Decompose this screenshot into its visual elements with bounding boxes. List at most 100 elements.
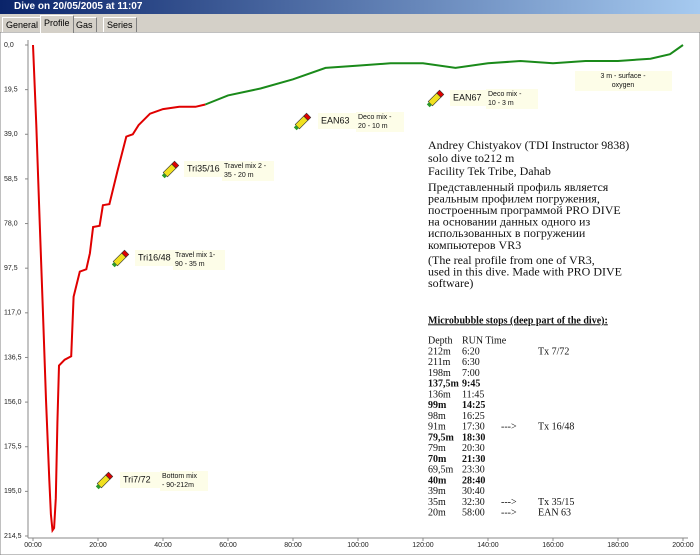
y-tick-label: 156,0 — [4, 399, 22, 406]
annotation-note: 10 - 3 m — [488, 100, 514, 107]
stop-time: 21:30 — [462, 454, 485, 465]
english-line: used in this dive. Made with PRO DIVE — [428, 264, 622, 278]
annotation-note: Deco mix - — [488, 91, 522, 98]
author-line: Andrey Chistyakov (TDI Instructor 9838) — [428, 138, 629, 152]
stop-gas: Tx 16/48 — [538, 422, 574, 433]
stops-header: Depth — [428, 335, 452, 346]
depth-line — [204, 44, 684, 106]
y-tick-label: 97,5 — [4, 265, 18, 272]
icon-part — [303, 112, 312, 121]
stop-time: 6:20 — [462, 346, 480, 357]
x-tick-label: 100:00 — [347, 542, 369, 549]
y-tick-label: 117,0 — [4, 310, 21, 317]
tab[interactable]: Series — [103, 17, 137, 32]
note-box — [356, 112, 404, 132]
stops-title: Microbubble stops (deep part of the dive… — [428, 315, 608, 326]
stop-time: 7:00 — [462, 368, 480, 379]
tab[interactable]: Gas — [72, 17, 97, 32]
stop-time: 9:45 — [462, 379, 480, 390]
stop-depth: 212m — [428, 346, 451, 357]
stop-time: 28:40 — [462, 475, 485, 486]
annotation-note: 3 m - surface - — [600, 73, 646, 80]
y-tick-label: 19,5 — [4, 86, 18, 93]
x-tick-label: 20:00 — [89, 542, 107, 549]
x-tick-label: 160:00 — [542, 542, 564, 549]
stop-depth: 70m — [428, 454, 447, 465]
x-tick-label: 00:00 — [24, 542, 42, 549]
stop-depth: 99m — [428, 400, 447, 411]
annotation-note: Deco mix - — [358, 114, 392, 121]
stop-depth: 39m — [428, 486, 446, 497]
x-tick-label: 200:00 — [672, 542, 694, 549]
gas-label: Tri7/72 — [123, 474, 151, 484]
stop-time: 18:30 — [462, 432, 485, 443]
y-tick-label: 58,5 — [4, 176, 18, 183]
y-tick-label: 175,5 — [4, 444, 22, 451]
annotation-note: Travel mix 2 - — [224, 163, 267, 170]
annotation-note: 90 - 35 m — [175, 261, 205, 268]
x-tick-label: 40:00 — [154, 542, 172, 549]
author-line: Facility Tek Tribe, Dahab — [428, 164, 551, 178]
tab[interactable]: Profile — [40, 15, 74, 33]
stop-time: 14:25 — [462, 400, 485, 411]
stop-depth: 211m — [428, 357, 451, 368]
gas-label-box — [450, 90, 486, 106]
x-tick-label: 140:00 — [477, 542, 499, 549]
icon-part — [161, 173, 167, 179]
stop-gas: Tx 7/72 — [538, 346, 569, 357]
stop-depth: 79,5m — [428, 432, 455, 443]
stop-time: 6:30 — [462, 357, 480, 368]
annotation-note: 20 - 10 m — [358, 123, 388, 130]
icon-part — [436, 89, 445, 98]
stop-time: 23:30 — [462, 465, 485, 476]
x-tick-label: 180:00 — [607, 542, 629, 549]
stop-depth: 20m — [428, 508, 446, 519]
depth-line — [32, 44, 206, 534]
note-box — [486, 89, 538, 109]
tab-strip: General Profile Gas Series — [0, 14, 700, 33]
annotation-note: 35 - 20 m — [224, 172, 254, 179]
stop-time: 17:30 — [462, 422, 485, 433]
stop-gas: Tx 35/15 — [538, 497, 574, 508]
english-line: (The real profile from one of VR3, — [428, 253, 595, 267]
russian-line: реальным профилем погружения, — [428, 191, 600, 205]
gas-label-box — [120, 472, 160, 488]
y-tick-label: 0,0 — [4, 42, 14, 49]
russian-line: использованных в погружении — [428, 226, 586, 240]
annotation-note: oxygen — [612, 82, 635, 89]
gas-icon — [161, 160, 180, 179]
gas-label: EAN63 — [321, 115, 350, 125]
author-line: solo dive to212 m — [428, 151, 515, 165]
stop-depth: 136m — [428, 389, 451, 400]
stop-depth: 137,5m — [428, 379, 460, 390]
note-box — [160, 471, 208, 491]
stop-arrow: ---> — [501, 497, 517, 508]
icon-part — [105, 471, 114, 480]
gas-label: Tri35/16 — [187, 163, 220, 173]
note-box — [222, 161, 274, 181]
x-tick-label: 60:00 — [219, 542, 237, 549]
stop-time: 58:00 — [462, 508, 485, 519]
stop-depth: 98m — [428, 411, 446, 422]
gas-label: Tri16/48 — [138, 252, 171, 262]
icon-part — [121, 249, 130, 258]
russian-line: на основании данных одного из — [428, 215, 590, 229]
stop-time: 16:25 — [462, 411, 485, 422]
stop-time: 30:40 — [462, 486, 485, 497]
gas-icon — [95, 471, 114, 490]
gas-label-box — [184, 161, 222, 177]
tab[interactable]: General — [2, 17, 43, 32]
russian-line: компьютеров VR3 — [428, 238, 521, 252]
y-tick-label: 136,5 — [4, 354, 22, 361]
annotation-note: Bottom mix — [162, 473, 198, 480]
stop-depth: 91m — [428, 422, 446, 433]
y-tick-label: 39,0 — [4, 131, 18, 138]
stop-depth: 35m — [428, 497, 446, 508]
stop-depth: 69,5m — [428, 465, 454, 476]
y-tick-label: 195,0 — [4, 488, 22, 495]
x-tick-label: 120:00 — [412, 542, 434, 549]
gas-icon — [426, 89, 445, 108]
gas-icon — [111, 249, 130, 268]
x-tick-label: 80:00 — [284, 542, 302, 549]
russian-line: Представленный профиль является — [428, 180, 609, 194]
